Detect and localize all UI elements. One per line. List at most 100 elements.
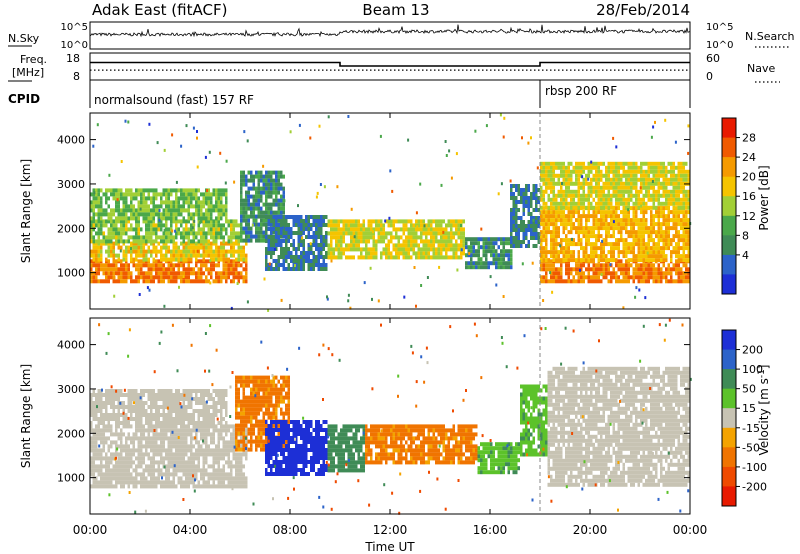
heatmap-cell: [272, 198, 275, 203]
heatmap-cell: [147, 480, 150, 485]
heatmap-cell: [440, 247, 443, 252]
heatmap-cell: [550, 230, 553, 235]
heatmap-cell: [677, 189, 680, 194]
heatmap-cell: [335, 243, 338, 248]
heatmap-cell: [352, 231, 355, 236]
heatmap-cell: [490, 245, 493, 250]
heatmap-cell: [565, 254, 568, 259]
heatmap-cell: [205, 235, 208, 240]
heatmap-cell: [682, 165, 685, 170]
heatmap-cell: [595, 246, 598, 251]
heatmap-cell: [445, 235, 448, 240]
heatmap-cell: [555, 246, 558, 251]
heatmap-cell: [660, 271, 663, 276]
heatmap-cell: [425, 235, 428, 240]
heatmap-cell: [635, 161, 638, 166]
heatmap-cell: [175, 208, 178, 213]
heatmap-cell: [120, 464, 123, 469]
heatmap-cell: [205, 279, 208, 284]
heatmap-cell: [192, 231, 195, 236]
heatmap-cell: [507, 237, 510, 242]
heatmap-cell: [122, 241, 125, 246]
heatmap-cell: [257, 230, 260, 235]
heatmap-cell: [657, 169, 660, 174]
heatmap-cell: [155, 275, 158, 280]
heatmap-cell: [187, 448, 190, 453]
heatmap-cell: [162, 263, 165, 268]
heatmap-cell: [157, 259, 160, 264]
power-ylabel: Slant Range [km]: [19, 159, 33, 263]
heatmap-cell: [205, 212, 208, 217]
heatmap-cell: [550, 271, 553, 276]
heatmap-cell: [132, 241, 135, 246]
heatmap-cell: [647, 279, 650, 284]
heatmap-cell: [382, 231, 385, 236]
heatmap-cell: [570, 271, 573, 276]
heatmap-cell: [215, 192, 218, 197]
heatmap-cell: [112, 456, 115, 461]
heatmap-cell: [587, 226, 590, 231]
heatmap-cell: [555, 226, 558, 231]
heatmap-cell: [640, 206, 643, 211]
heatmap-cell: [195, 241, 198, 246]
heatmap-cell: [680, 165, 683, 170]
heatmap-speck: [206, 189, 209, 192]
heatmap-cell: [545, 226, 548, 231]
heatmap-cell: [647, 271, 650, 276]
colorbar-tick-label: 8: [742, 229, 749, 242]
colorbar-swatch: [722, 137, 736, 158]
heatmap-cell: [282, 206, 285, 211]
heatmap-cell: [142, 219, 145, 224]
heatmap-cell: [175, 424, 178, 429]
heatmap-cell: [150, 227, 153, 232]
heatmap-cell: [95, 440, 98, 445]
heatmap-cell: [585, 218, 588, 223]
heatmap-cell: [362, 235, 365, 240]
heatmap-cell: [665, 254, 668, 259]
heatmap-cell: [167, 257, 170, 262]
heatmap-cell: [572, 222, 575, 227]
heatmap-cell: [685, 205, 688, 210]
heatmap-cell: [192, 460, 195, 465]
heatmap-cell: [152, 456, 155, 461]
heatmap-cell: [577, 214, 580, 219]
heatmap-cell: [612, 222, 615, 227]
heatmap-cell: [132, 480, 135, 485]
heatmap-cell: [555, 242, 558, 247]
heatmap-cell: [475, 249, 478, 254]
heatmap-cell: [565, 169, 568, 174]
heatmap-cell: [185, 275, 188, 280]
nave-tick-bottom: 0: [706, 70, 713, 83]
heatmap-cell: [145, 208, 148, 213]
heatmap-cell: [320, 231, 323, 235]
heatmap-cell: [272, 235, 275, 239]
heatmap-cell: [165, 249, 168, 254]
heatmap-cell: [185, 436, 188, 441]
heatmap-cell: [122, 480, 125, 485]
heatmap-cell: [90, 456, 93, 461]
heatmap-cell: [140, 249, 143, 254]
heatmap-cell: [107, 480, 110, 485]
heatmap-cell: [112, 208, 115, 213]
heatmap-cell: [355, 219, 358, 224]
heatmap-cell: [390, 235, 393, 240]
heatmap-cell: [540, 279, 543, 284]
heatmap-cell: [202, 432, 205, 437]
heatmap-cell: [527, 212, 530, 216]
heatmap-speck: [350, 207, 353, 211]
heatmap-cell: [540, 169, 543, 174]
heatmap-cell: [242, 253, 245, 258]
heatmap-cell: [640, 263, 643, 268]
heatmap-cell: [137, 192, 140, 197]
heatmap-cell: [662, 271, 665, 276]
heatmap-cell: [635, 222, 638, 227]
heatmap-cell: [220, 249, 223, 254]
heatmap-cell: [155, 192, 158, 197]
heatmap-cell: [552, 230, 555, 235]
heatmap-cell: [202, 223, 205, 228]
heatmap-cell: [95, 188, 98, 193]
heatmap-cell: [605, 185, 608, 190]
heatmap-cell: [212, 235, 215, 240]
heatmap-cell: [557, 242, 560, 247]
heatmap-cell: [100, 253, 103, 258]
